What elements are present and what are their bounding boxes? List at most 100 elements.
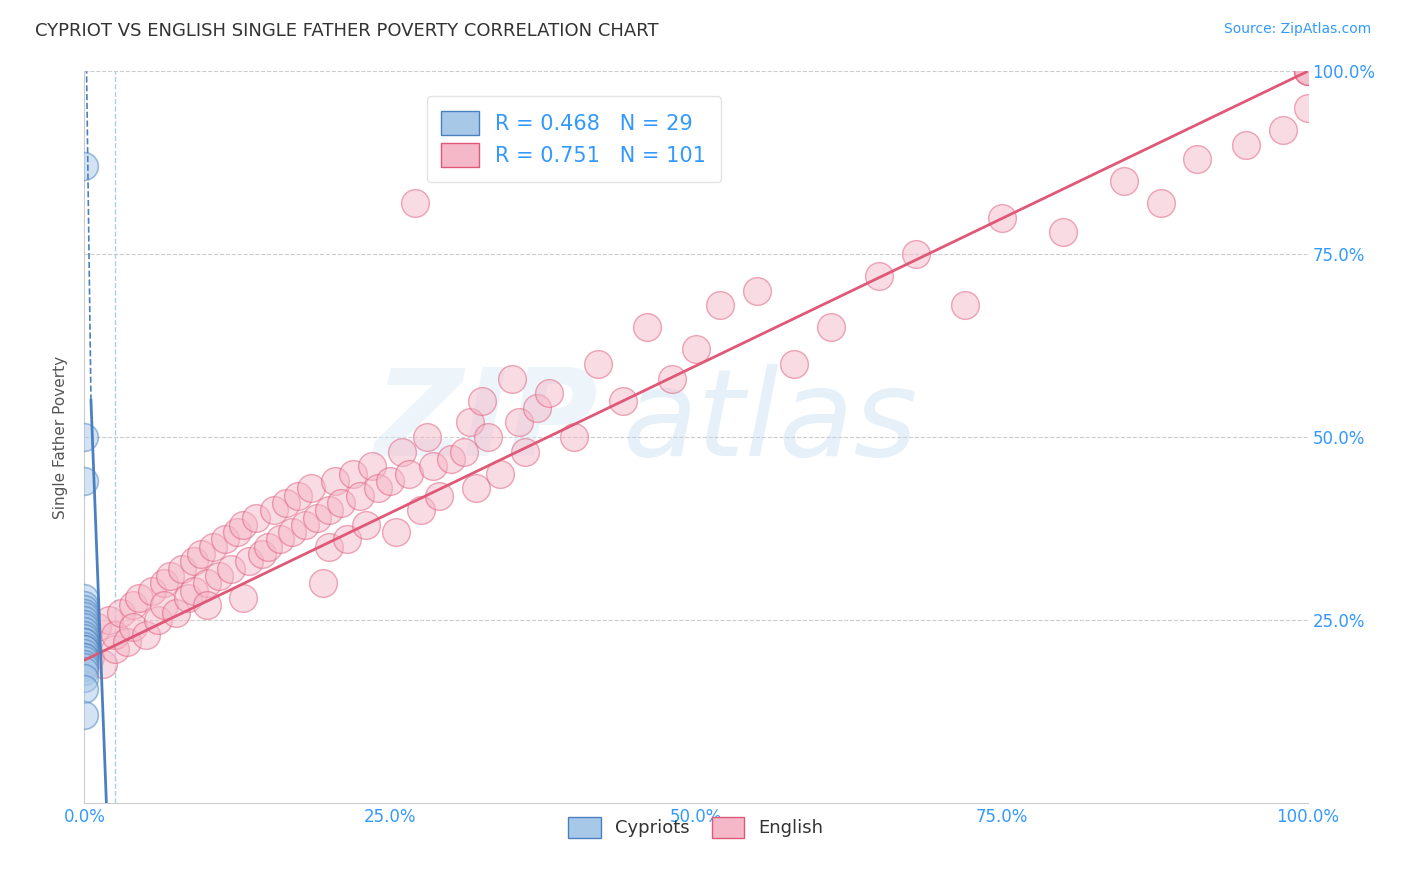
Point — [128, 591, 150, 605]
Point — [73, 599, 96, 613]
Point — [1052, 225, 1074, 239]
Legend: Cypriots, English: Cypriots, English — [561, 810, 831, 845]
Point — [73, 649, 96, 664]
Point — [73, 613, 96, 627]
Point — [73, 653, 96, 667]
Point — [73, 160, 96, 174]
Point — [820, 320, 842, 334]
Point — [195, 576, 218, 591]
Point — [440, 452, 463, 467]
Point — [318, 503, 340, 517]
Point — [73, 627, 96, 641]
Point — [232, 591, 254, 605]
Point — [312, 576, 335, 591]
Point — [73, 606, 96, 620]
Point — [305, 510, 328, 524]
Point — [281, 525, 304, 540]
Point — [201, 540, 224, 554]
Point — [349, 489, 371, 503]
Point — [1296, 64, 1319, 78]
Point — [73, 624, 96, 638]
Point — [458, 416, 481, 430]
Point — [1187, 152, 1209, 166]
Point — [489, 467, 512, 481]
Point — [1236, 137, 1258, 152]
Point — [110, 606, 132, 620]
Point — [104, 627, 127, 641]
Point — [73, 635, 96, 649]
Point — [122, 620, 145, 634]
Point — [73, 682, 96, 697]
Point — [661, 371, 683, 385]
Point — [869, 269, 891, 284]
Point — [226, 525, 249, 540]
Point — [73, 649, 96, 664]
Point — [380, 474, 402, 488]
Point — [360, 459, 382, 474]
Point — [354, 517, 377, 532]
Point — [287, 489, 309, 503]
Point — [636, 320, 658, 334]
Point — [73, 646, 96, 660]
Point — [122, 599, 145, 613]
Point — [115, 635, 138, 649]
Point — [1296, 64, 1319, 78]
Point — [318, 540, 340, 554]
Point — [416, 430, 439, 444]
Point — [276, 496, 298, 510]
Point — [86, 620, 108, 634]
Point — [73, 474, 96, 488]
Point — [586, 357, 609, 371]
Point — [323, 474, 346, 488]
Point — [73, 602, 96, 616]
Point — [232, 517, 254, 532]
Point — [79, 649, 101, 664]
Point — [538, 386, 561, 401]
Point — [477, 430, 499, 444]
Point — [427, 489, 450, 503]
Point — [73, 660, 96, 674]
Point — [73, 642, 96, 657]
Point — [269, 533, 291, 547]
Text: CYPRIOT VS ENGLISH SINGLE FATHER POVERTY CORRELATION CHART: CYPRIOT VS ENGLISH SINGLE FATHER POVERTY… — [35, 22, 659, 40]
Point — [367, 481, 389, 495]
Text: ZIP: ZIP — [374, 364, 598, 481]
Point — [905, 247, 928, 261]
Point — [183, 554, 205, 568]
Point — [208, 569, 231, 583]
Point — [97, 613, 120, 627]
Point — [685, 343, 707, 357]
Point — [1150, 196, 1173, 211]
Point — [165, 606, 187, 620]
Point — [385, 525, 408, 540]
Point — [141, 583, 163, 598]
Point — [612, 393, 634, 408]
Point — [104, 642, 127, 657]
Point — [513, 444, 536, 458]
Point — [153, 599, 176, 613]
Point — [502, 371, 524, 385]
Point — [238, 554, 260, 568]
Point — [299, 481, 322, 495]
Point — [159, 569, 181, 583]
Point — [404, 196, 426, 211]
Point — [409, 503, 432, 517]
Point — [453, 444, 475, 458]
Point — [391, 444, 413, 458]
Point — [562, 430, 585, 444]
Point — [508, 416, 530, 430]
Point — [73, 635, 96, 649]
Point — [1114, 174, 1136, 188]
Point — [342, 467, 364, 481]
Point — [91, 657, 114, 671]
Point — [73, 672, 96, 686]
Point — [190, 547, 212, 561]
Point — [257, 540, 280, 554]
Point — [336, 533, 359, 547]
Point — [991, 211, 1014, 225]
Point — [73, 664, 96, 678]
Point — [250, 547, 273, 561]
Point — [73, 642, 96, 657]
Point — [747, 284, 769, 298]
Point — [422, 459, 444, 474]
